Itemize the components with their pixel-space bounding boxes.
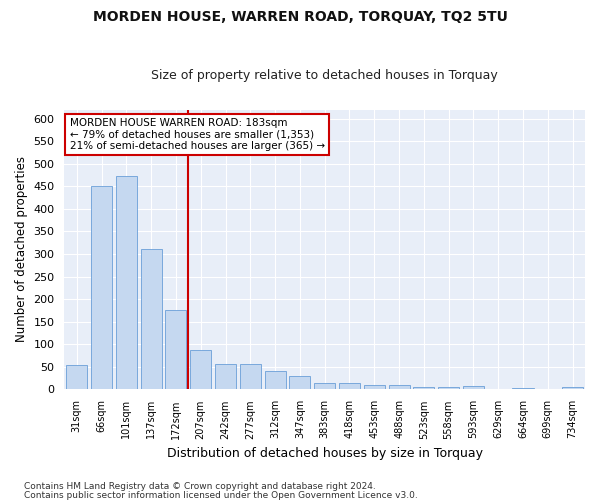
Bar <box>265 371 286 390</box>
Text: MORDEN HOUSE WARREN ROAD: 183sqm
← 79% of detached houses are smaller (1,353)
21: MORDEN HOUSE WARREN ROAD: 183sqm ← 79% o… <box>70 118 325 151</box>
Bar <box>140 248 162 390</box>
Bar <box>215 364 236 390</box>
Text: Contains public sector information licensed under the Open Government Licence v3: Contains public sector information licen… <box>24 490 418 500</box>
Title: Size of property relative to detached houses in Torquay: Size of property relative to detached ho… <box>151 69 498 82</box>
Bar <box>314 382 335 390</box>
X-axis label: Distribution of detached houses by size in Torquay: Distribution of detached houses by size … <box>167 447 483 460</box>
Bar <box>364 385 385 390</box>
Bar <box>116 176 137 390</box>
Y-axis label: Number of detached properties: Number of detached properties <box>15 156 28 342</box>
Bar <box>339 382 360 390</box>
Bar <box>413 386 434 390</box>
Bar <box>166 310 187 390</box>
Text: Contains HM Land Registry data © Crown copyright and database right 2024.: Contains HM Land Registry data © Crown c… <box>24 482 376 491</box>
Bar <box>389 385 410 390</box>
Bar <box>289 376 310 390</box>
Bar <box>562 387 583 390</box>
Bar <box>91 186 112 390</box>
Bar <box>240 364 261 390</box>
Text: MORDEN HOUSE, WARREN ROAD, TORQUAY, TQ2 5TU: MORDEN HOUSE, WARREN ROAD, TORQUAY, TQ2 … <box>92 10 508 24</box>
Bar <box>463 386 484 390</box>
Bar <box>512 388 533 390</box>
Bar <box>438 386 459 390</box>
Bar <box>190 350 211 390</box>
Bar <box>66 364 88 390</box>
